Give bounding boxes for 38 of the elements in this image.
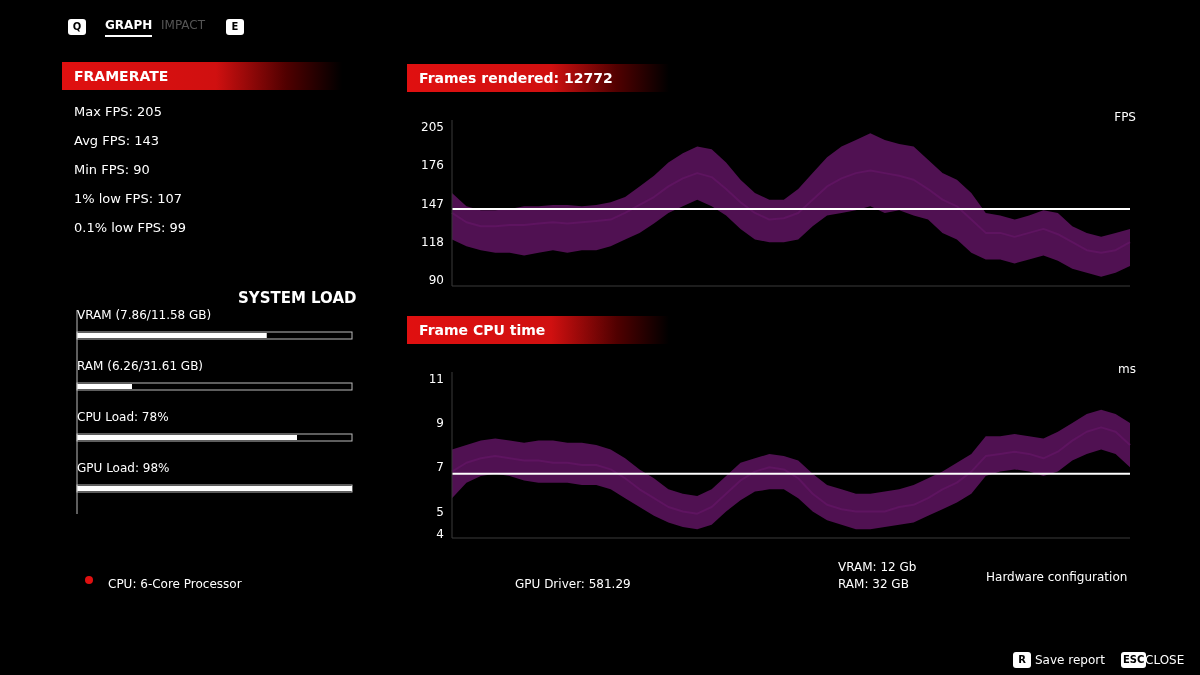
text: VRAM: 12 Gb (838, 560, 917, 574)
chart-title: Frames rendered: 12772 (407, 64, 669, 92)
text: CPU: 6-Core Processor (108, 577, 242, 591)
text: 0.1% low FPS: 99 (74, 220, 187, 235)
text: IMPACT (161, 18, 206, 32)
key-icon: ESC (1121, 652, 1147, 668)
chart-title: SYSTEM LOAD (238, 289, 357, 307)
y-tick-label: CPU Load: 78% (77, 410, 169, 424)
y-axis-title: FPS (1114, 110, 1136, 124)
y-tick-label: VRAM (7.86/11.58 GB) (77, 308, 212, 322)
y-tick-label: 4 (436, 526, 444, 541)
y-tick-label: 176 (421, 158, 444, 173)
y-axis-title: ms (1118, 362, 1136, 376)
text: Max FPS: 205 (74, 104, 162, 119)
text: Avg FPS: 143 (74, 133, 160, 148)
key-icon: Q (68, 19, 86, 35)
chart-title: Frame CPU time (407, 316, 669, 344)
y-tick-label: GPU Load: 98% (77, 461, 170, 475)
text: CLOSE (1145, 653, 1185, 667)
y-tick-label: 5 (436, 504, 444, 519)
y-tick-label: 205 (421, 119, 444, 134)
y-tick-label: 118 (421, 235, 444, 250)
text: Hardware configuration (986, 570, 1128, 584)
y-tick-label: RAM (6.26/31.61 GB) (77, 359, 204, 373)
y-tick-label: 147 (421, 196, 444, 211)
y-tick-label: 11 (428, 371, 444, 386)
key-icon: R (1013, 652, 1031, 668)
key-icon: E (226, 19, 244, 35)
text: GPU Driver: 581.29 (515, 577, 631, 591)
text: FRAMERATE (62, 62, 342, 90)
text: RAM: 32 GB (838, 577, 909, 591)
y-tick-label: 9 (436, 416, 444, 431)
text: GRAPH (105, 18, 153, 37)
text: 1% low FPS: 107 (74, 191, 182, 206)
text: Min FPS: 90 (74, 162, 150, 177)
y-tick-label: 7 (436, 460, 444, 475)
text: Save report (1035, 653, 1105, 667)
y-tick-label: 90 (428, 272, 444, 287)
